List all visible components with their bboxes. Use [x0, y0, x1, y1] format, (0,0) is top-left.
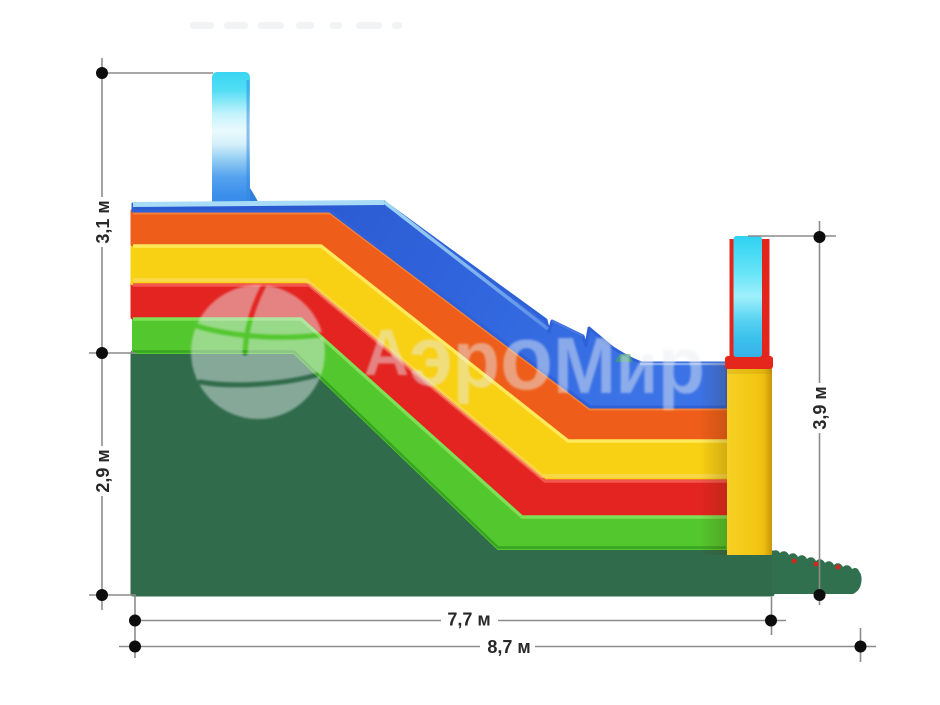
svg-text:7,7 м: 7,7 м — [447, 610, 490, 630]
svg-text:8,7 м: 8,7 м — [487, 637, 530, 657]
svg-text:3,9 м: 3,9 м — [810, 386, 830, 429]
svg-text:АэроМир: АэроМир — [364, 307, 705, 411]
svg-text:2,9 м: 2,9 м — [93, 449, 113, 492]
svg-text:3,1 м: 3,1 м — [93, 200, 113, 243]
